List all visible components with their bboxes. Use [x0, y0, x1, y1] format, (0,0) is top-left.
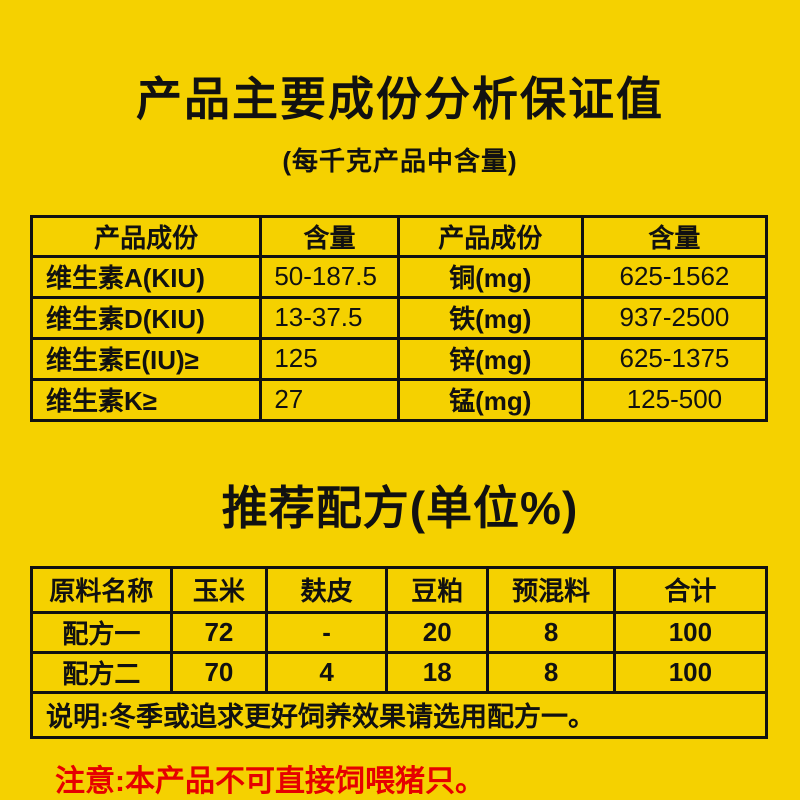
formula-name: 配方一 [30, 610, 173, 654]
ingredient-name: 锌(mg) [396, 336, 584, 381]
table-row: 维生素K≥ 27 锰(mg) 125-500 [29, 377, 769, 422]
column-header: 含量 [259, 214, 400, 258]
formula-value: 70 [169, 650, 269, 694]
table-row: 维生素E(IU)≥ 125 锌(mg) 625-1375 [29, 336, 769, 381]
column-header: 产品成份 [29, 214, 263, 258]
formula-value: - [265, 610, 388, 654]
formula-value: 72 [169, 610, 269, 654]
formula-value: 100 [612, 610, 769, 654]
ingredient-value: 50-187.5 [259, 254, 400, 299]
ingredient-name: 维生素A(KIU) [29, 254, 263, 299]
table-row: 维生素A(KIU) 50-187.5 铜(mg) 625-1562 [29, 254, 769, 299]
formula-value: 18 [384, 650, 490, 694]
column-header: 预混料 [486, 565, 616, 614]
formula-section-title: 推荐配方(单位%) [221, 481, 579, 534]
ingredient-value: 625-1562 [580, 254, 769, 299]
formula-value: 100 [612, 650, 769, 694]
formula-value: 8 [486, 610, 616, 654]
ingredient-name: 维生素K≥ [29, 377, 263, 422]
column-header: 原料名称 [30, 565, 173, 614]
formula-value: 20 [384, 610, 490, 654]
composition-header-row: 产品成份 含量 产品成份 含量 [29, 214, 769, 258]
ingredient-name: 维生素E(IU)≥ [29, 336, 263, 381]
formula-note: 说明:冬季或追求更好饲养效果请选用配方一。 [30, 690, 768, 739]
ingredient-name: 锰(mg) [396, 377, 584, 422]
ingredient-value: 937-2500 [580, 295, 769, 340]
formula-value: 4 [265, 650, 388, 694]
formula-value: 8 [486, 650, 616, 694]
column-header: 麸皮 [265, 565, 388, 614]
page-subtitle: (每千克产品中含量) [282, 145, 518, 176]
formula-table: 原料名称 玉米 麸皮 豆粕 预混料 合计 配方一 72 - 20 8 100 配… [30, 565, 769, 739]
ingredient-value: 125 [259, 336, 400, 381]
ingredient-name: 铜(mg) [396, 254, 584, 299]
column-header: 合计 [612, 565, 769, 614]
column-header: 含量 [580, 214, 769, 258]
ingredient-value: 125-500 [580, 377, 769, 422]
formula-name: 配方二 [30, 650, 173, 694]
ingredient-name: 铁(mg) [396, 295, 584, 340]
note-row: 说明:冬季或追求更好饲养效果请选用配方一。 [30, 690, 768, 739]
ingredient-value: 13-37.5 [259, 295, 400, 340]
table-row: 配方二 70 4 18 8 100 [30, 650, 769, 694]
column-header: 玉米 [169, 565, 269, 614]
ingredient-value: 27 [259, 377, 400, 422]
column-header: 豆粕 [384, 565, 490, 614]
column-header: 产品成份 [396, 214, 584, 258]
warning-text: 注意:本产品不可直接饲喂猪只。 [55, 764, 485, 798]
page-title: 产品主要成份分析保证值 [136, 73, 664, 125]
composition-table: 产品成份 含量 产品成份 含量 维生素A(KIU) 50-187.5 铜(mg)… [29, 214, 769, 422]
table-row: 维生素D(KIU) 13-37.5 铁(mg) 937-2500 [29, 295, 769, 340]
table-row: 配方一 72 - 20 8 100 [30, 610, 769, 654]
formula-header-row: 原料名称 玉米 麸皮 豆粕 预混料 合计 [30, 565, 769, 614]
ingredient-value: 625-1375 [580, 336, 769, 381]
ingredient-name: 维生素D(KIU) [29, 295, 263, 340]
